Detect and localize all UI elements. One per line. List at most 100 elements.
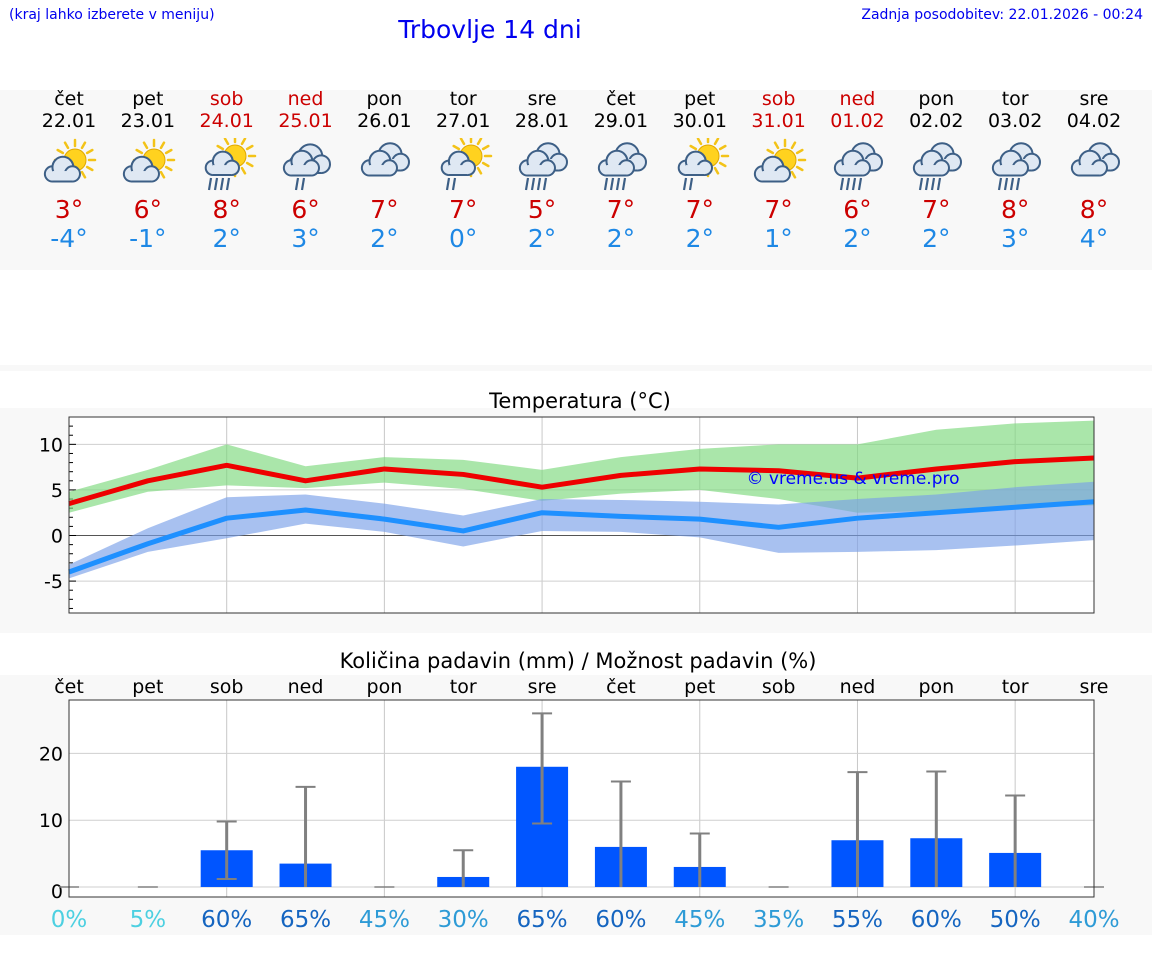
max-temp: 7° — [922, 195, 951, 224]
raindrop — [931, 177, 936, 191]
raindrop — [524, 177, 530, 191]
day-name: pon — [918, 88, 955, 110]
day-date: 24.01 — [199, 110, 254, 132]
day-name: pet — [132, 88, 164, 110]
day-name: čet — [54, 88, 84, 110]
day-name: tor — [1001, 88, 1029, 110]
precip-chance: 45% — [674, 907, 725, 933]
cloud-shape — [597, 149, 635, 177]
min-temp: 2° — [212, 224, 241, 253]
day-column: tor 03.02 8° 3° — [970, 88, 1060, 253]
day-column: čet 22.01 3° -4° — [24, 88, 114, 253]
chart-title: Temperatura (°C) — [488, 389, 671, 413]
day-name: pon — [366, 88, 403, 110]
y-tick-label: 0 — [51, 526, 63, 548]
max-temp: 6° — [133, 195, 163, 224]
day-date: 01.02 — [830, 110, 885, 132]
raindrop — [998, 177, 1003, 191]
cloud-shape — [282, 149, 320, 177]
min-temp: 3° — [291, 224, 320, 253]
day-column: sre 04.02 8° 4° — [1049, 88, 1139, 253]
min-temp: 0° — [449, 224, 478, 253]
cloud-rain-icon — [991, 142, 1042, 191]
day-column: čet 29.01 7° 2° — [576, 88, 666, 253]
cloudy-icon — [361, 142, 411, 177]
day-date: 23.01 — [120, 110, 176, 132]
precip-chance: 5% — [130, 907, 167, 933]
x-tick-label: sre — [528, 676, 557, 698]
cloud-shape — [677, 150, 713, 176]
day-column: pet 30.01 7° 2° — [655, 88, 745, 253]
cloud-shape — [991, 149, 1030, 177]
divider — [0, 365, 1152, 371]
raindrop — [300, 177, 305, 191]
day-name: ned — [287, 88, 324, 110]
cloud-light-rain-icon — [282, 143, 331, 191]
partly-cloudy-sun-icon — [122, 138, 176, 183]
x-tick-label: tor — [1002, 676, 1029, 698]
max-temp-line — [68, 455, 1095, 507]
day-name: sob — [761, 88, 796, 110]
x-tick-label: sob — [762, 676, 796, 698]
day-forecast-row: čet 22.01 3° -4° pet 23.01 6° -1° sob 24.0… — [0, 88, 1152, 253]
day-name: tor — [449, 88, 477, 110]
precip-chance: 60% — [911, 907, 962, 933]
cloud-shape — [122, 155, 160, 183]
cloud-shape — [834, 149, 872, 177]
max-temp: 3° — [54, 195, 84, 224]
raindrop — [213, 177, 218, 191]
forecast-band — [0, 90, 1152, 270]
raindrop — [542, 177, 548, 191]
x-tick-label: tor — [450, 676, 477, 698]
cloud-rain-icon — [913, 142, 963, 191]
raindrop — [925, 177, 930, 191]
min-temp: -1° — [129, 224, 167, 253]
day-date: 04.02 — [1066, 110, 1122, 132]
day-date: 22.01 — [41, 110, 97, 132]
min-temp: 2° — [922, 224, 951, 253]
y-tick-label: 20 — [39, 743, 63, 765]
raindrop — [446, 177, 451, 191]
raindrop — [621, 177, 627, 191]
min-temp-line — [68, 499, 1095, 575]
cloud-rain-icon — [518, 142, 569, 191]
precip-chance: 0% — [51, 907, 88, 933]
day-column: pon 26.01 7° 2° — [339, 88, 429, 253]
raindrop — [536, 177, 542, 191]
cloud-rain-icon — [597, 142, 647, 191]
max-temp: 7° — [449, 195, 478, 224]
min-temp: 2° — [527, 224, 557, 253]
day-name: sre — [527, 88, 557, 110]
day-column: sob 31.01 7° 1° — [734, 88, 824, 253]
x-tick-label: ned — [840, 676, 876, 698]
max-temp: 6° — [291, 195, 320, 224]
min-temp: 2° — [685, 224, 714, 253]
cloud-shape — [43, 155, 82, 183]
raindrop — [919, 177, 924, 191]
sun-cloud-rain-icon — [204, 138, 256, 191]
last-update: Zadnja posodobitev: 22.01.2026 - 00:24 — [861, 7, 1143, 23]
cloud-shape — [753, 155, 791, 183]
precip-chance: 60% — [595, 907, 646, 933]
chart-title: Količina padavin (mm) / Možnost padavin … — [340, 649, 817, 673]
watermark: © vreme.us & vreme.pro — [746, 469, 959, 489]
day-date: 31.01 — [751, 110, 806, 132]
min-temp-range — [69, 481, 1094, 579]
min-temp: -4° — [50, 224, 88, 253]
x-tick-label: čet — [54, 676, 84, 698]
raindrop — [1010, 177, 1015, 191]
x-tick-label: sre — [1080, 676, 1109, 698]
day-date: 03.02 — [987, 110, 1043, 132]
day-column: pet 23.01 6° -1° — [103, 88, 193, 253]
day-date: 26.01 — [357, 110, 412, 132]
raindrop — [937, 177, 942, 191]
min-temp: 4° — [1079, 224, 1109, 253]
raindrop — [1016, 177, 1021, 191]
day-column: pon 02.02 7° 2° — [891, 88, 981, 253]
precip-chance: 65% — [280, 907, 331, 933]
raindrop — [615, 177, 621, 191]
y-tick-label: 5 — [51, 480, 63, 502]
max-temp: 5° — [527, 195, 557, 224]
max-temp: 7° — [764, 195, 793, 224]
y-tick-label: 10 — [39, 810, 63, 832]
